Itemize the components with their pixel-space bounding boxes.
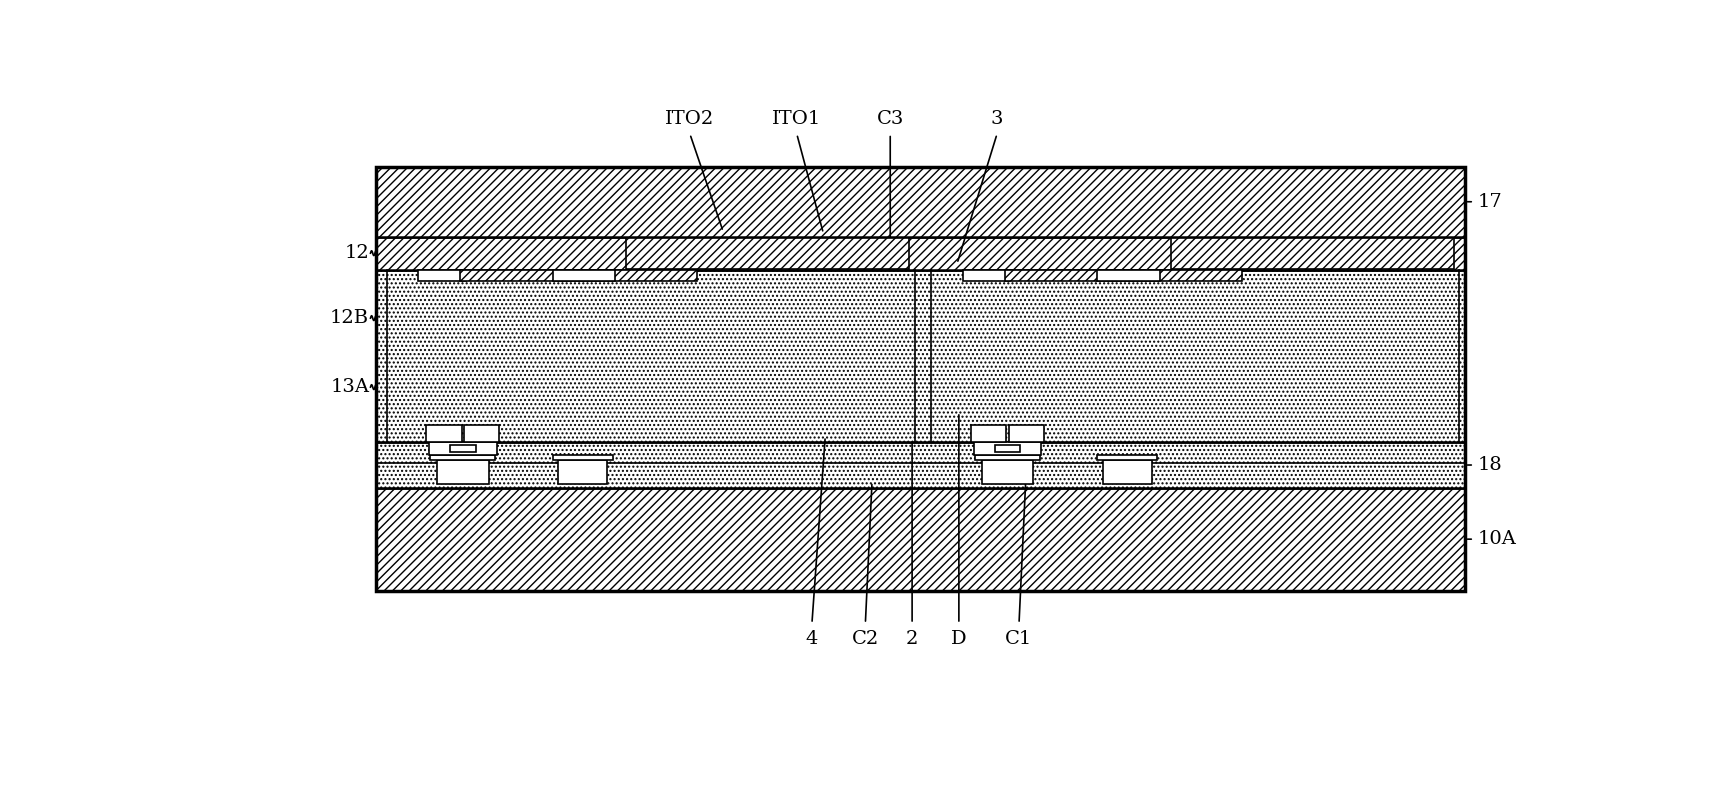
- Text: C3: C3: [875, 109, 903, 127]
- Bar: [431, 455, 495, 460]
- Text: ITO1: ITO1: [772, 109, 820, 127]
- Text: 18: 18: [1477, 456, 1502, 474]
- Text: 2: 2: [905, 630, 918, 648]
- Text: 12B: 12B: [329, 309, 369, 327]
- Bar: [429, 442, 496, 455]
- Bar: [961, 270, 1010, 281]
- Bar: [1005, 270, 1241, 281]
- Bar: [376, 270, 1465, 443]
- Text: C1: C1: [1005, 630, 1032, 648]
- Text: 12: 12: [345, 244, 369, 263]
- Bar: [1098, 270, 1160, 281]
- Bar: [980, 460, 1032, 484]
- Bar: [376, 487, 1465, 590]
- Bar: [460, 270, 696, 281]
- Bar: [994, 446, 1020, 453]
- Bar: [553, 270, 615, 281]
- Bar: [376, 443, 1465, 487]
- Text: 3: 3: [991, 109, 1003, 127]
- Bar: [558, 460, 606, 484]
- Text: D: D: [951, 630, 967, 648]
- Bar: [970, 424, 1006, 442]
- Text: ITO2: ITO2: [665, 109, 713, 127]
- Bar: [419, 270, 465, 281]
- Bar: [376, 237, 1465, 270]
- Text: 17: 17: [1477, 193, 1502, 211]
- Bar: [376, 167, 1465, 590]
- Text: 13A: 13A: [331, 378, 369, 396]
- Bar: [553, 455, 612, 460]
- Text: C2: C2: [851, 630, 879, 648]
- Bar: [426, 424, 462, 442]
- Text: 10A: 10A: [1477, 530, 1516, 548]
- Bar: [438, 460, 489, 484]
- Bar: [450, 446, 476, 453]
- Bar: [376, 167, 1465, 237]
- Bar: [625, 237, 908, 269]
- Bar: [1170, 237, 1452, 269]
- Bar: [1103, 460, 1151, 484]
- Bar: [463, 424, 500, 442]
- Bar: [973, 442, 1041, 455]
- Bar: [1008, 424, 1044, 442]
- Text: 4: 4: [805, 630, 818, 648]
- Bar: [1098, 455, 1156, 460]
- Bar: [973, 455, 1039, 460]
